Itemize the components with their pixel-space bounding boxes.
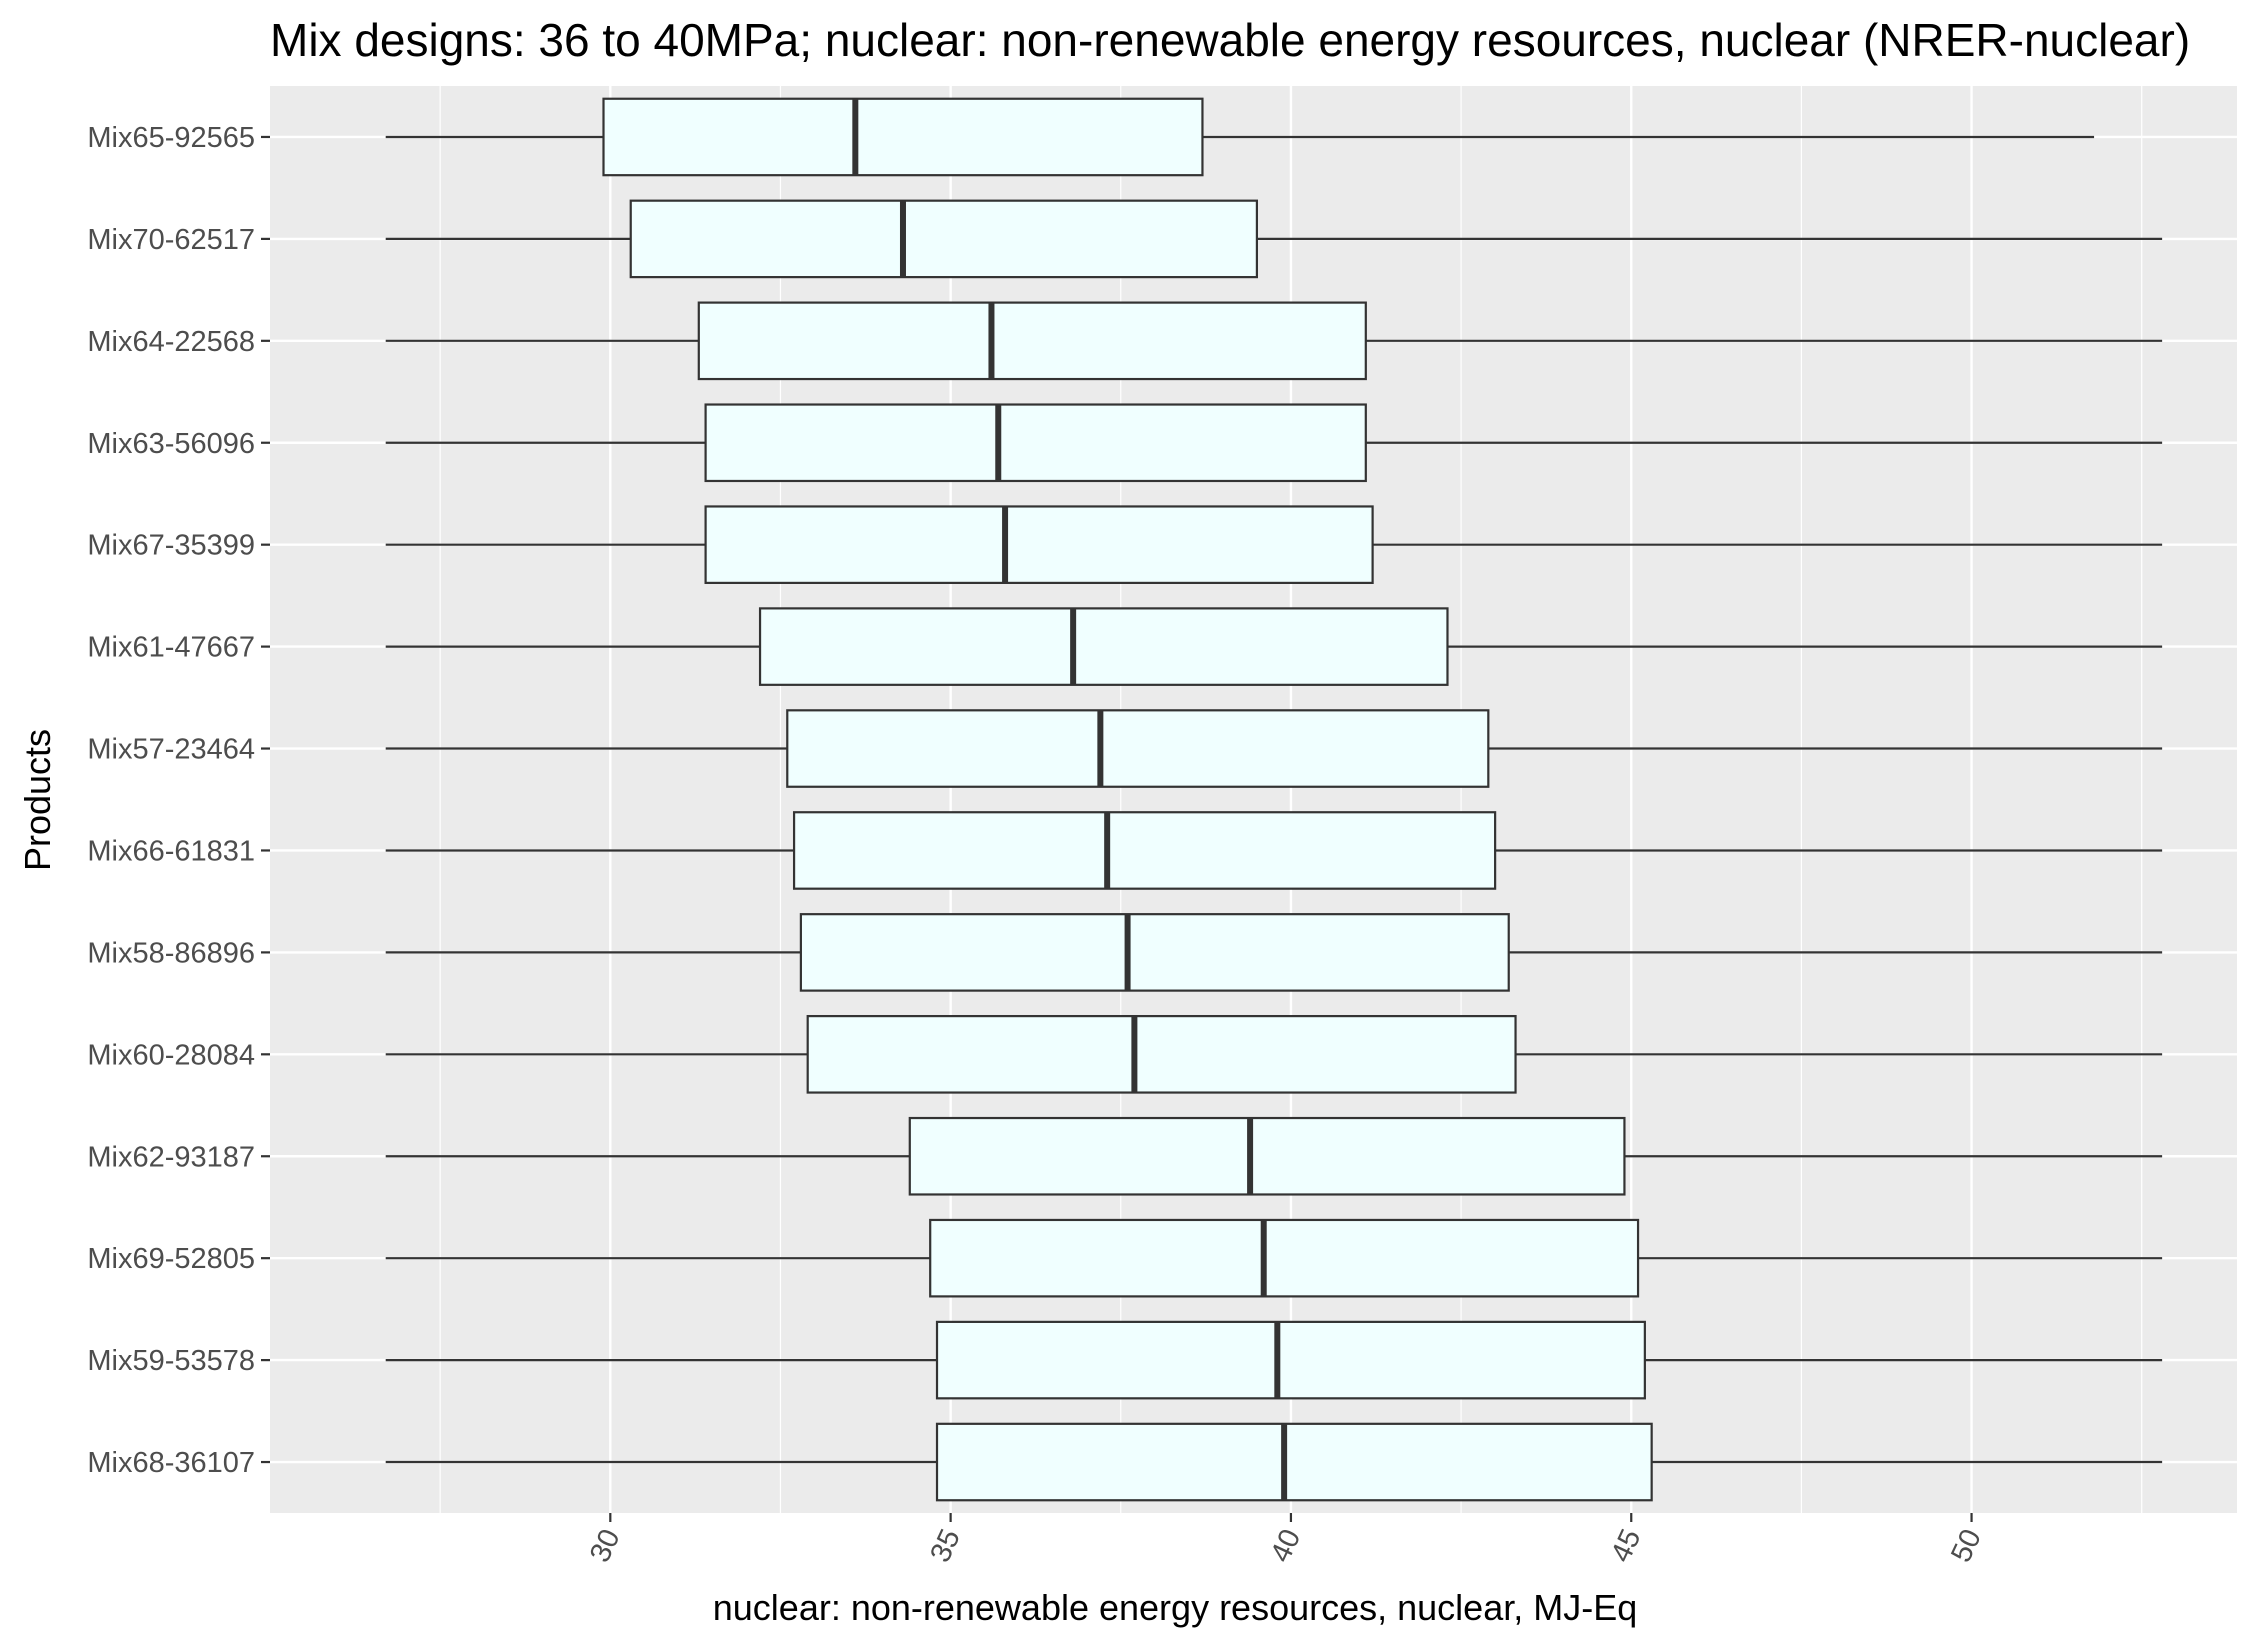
iqr-box — [704, 505, 1374, 585]
iqr-box — [704, 403, 1367, 483]
y-tick-label: Mix59-53578 — [87, 1345, 255, 1377]
x-tick-label: 35 — [924, 1524, 967, 1567]
y-tick-label: Mix60-28084 — [87, 1039, 255, 1071]
iqr-box — [929, 1218, 1640, 1298]
iqr-box — [786, 709, 1490, 788]
y-tick-label: Mix69-52805 — [87, 1243, 255, 1275]
box-Mix61-47667 — [385, 607, 2163, 686]
box-Mix66-61831 — [385, 811, 2163, 890]
iqr-box — [935, 1422, 1653, 1502]
iqr-box — [602, 97, 1204, 177]
x-axis-ticks: 30 35 40 45 50 — [584, 1513, 1988, 1567]
y-tick-label: Mix62-93187 — [87, 1141, 255, 1173]
iqr-box — [792, 811, 1497, 890]
y-tick-label: Mix66-61831 — [87, 835, 255, 867]
iqr-box — [629, 199, 1259, 279]
y-tick-label: Mix67-35399 — [87, 530, 255, 562]
x-tick-label: 50 — [1945, 1524, 1988, 1567]
y-tick-label: Mix57-23464 — [87, 734, 255, 766]
y-tick-label: Mix70-62517 — [87, 224, 255, 256]
chart-title: Mix designs: 36 to 40MPa; nuclear: non-r… — [270, 14, 2190, 66]
box-Mix70-62517 — [385, 199, 2163, 279]
box-Mix69-52805 — [385, 1218, 2163, 1298]
y-tick-label: Mix65-92565 — [87, 122, 255, 154]
box-series — [385, 97, 2163, 1502]
iqr-box — [697, 301, 1367, 381]
y-tick-label: Mix58-86896 — [87, 937, 255, 969]
box-Mix59-53578 — [385, 1320, 2163, 1400]
box-Mix67-35399 — [385, 505, 2163, 585]
y-tick-label: Mix61-47667 — [87, 632, 255, 664]
box-Mix60-28084 — [385, 1014, 2163, 1094]
box-Mix65-92565 — [385, 97, 2095, 177]
box-Mix62-93187 — [385, 1116, 2163, 1196]
y-tick-label: Mix63-56096 — [87, 428, 255, 460]
iqr-box — [799, 913, 1510, 992]
x-axis-title: nuclear: non-renewable energy resources,… — [713, 1587, 1638, 1628]
box-Mix68-36107 — [385, 1422, 2163, 1502]
iqr-box — [758, 607, 1449, 686]
box-Mix64-22568 — [385, 301, 2163, 381]
x-tick-label: 30 — [584, 1524, 627, 1567]
iqr-box — [935, 1320, 1646, 1400]
iqr-box — [908, 1116, 1626, 1196]
x-tick-label: 45 — [1605, 1524, 1648, 1567]
x-tick-label: 40 — [1265, 1524, 1308, 1567]
y-axis-ticks: Mix65-92565 Mix70-62517 Mix64-22568 Mix63-5… — [87, 122, 270, 1479]
box-Mix57-23464 — [385, 709, 2163, 788]
y-tick-label: Mix64-22568 — [87, 326, 255, 358]
box-Mix63-56096 — [385, 403, 2163, 483]
y-tick-label: Mix68-36107 — [87, 1447, 255, 1479]
y-axis-title: Products — [17, 729, 58, 871]
box-Mix58-86896 — [385, 913, 2163, 992]
iqr-box — [806, 1014, 1517, 1094]
plot-panel — [270, 86, 2237, 1513]
